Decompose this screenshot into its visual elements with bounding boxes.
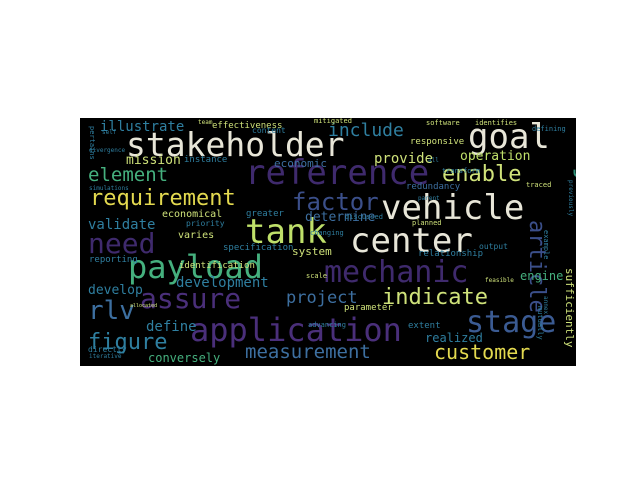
cloud-word: customer	[434, 340, 531, 364]
cloud-word: scale	[306, 272, 328, 280]
cloud-word: pertains	[88, 126, 96, 160]
cloud-word: software	[426, 119, 460, 127]
cloud-word: economic	[274, 157, 327, 170]
cloud-word: vehicle	[381, 188, 525, 228]
cloud-word: factor	[292, 188, 379, 216]
cloud-word: example	[542, 230, 550, 260]
cloud-word: feasible	[485, 277, 514, 284]
cloud-word: project	[286, 288, 358, 308]
cloud-word: directly	[88, 345, 127, 354]
cloud-word: payload	[128, 248, 263, 286]
cloud-word: annex	[542, 296, 549, 315]
cloud-word: effectiveness	[212, 121, 283, 131]
cloud-word: sufficiently	[563, 268, 576, 348]
cloud-word: system	[292, 245, 332, 258]
cloud-word: planned	[412, 219, 442, 227]
cloud-word: priority	[186, 219, 225, 228]
cloud-word: element	[88, 164, 169, 186]
cloud-word: output	[479, 242, 508, 251]
cloud-word: specification	[223, 243, 294, 253]
cloud-word: objective	[572, 136, 576, 277]
cloud-word: divergence	[89, 147, 126, 154]
cloud-word: identification	[179, 261, 255, 271]
cloud-word: stakeholder	[126, 125, 345, 164]
cloud-word: include	[328, 120, 404, 141]
cloud-word: parent	[418, 195, 440, 202]
cloud-word: define	[146, 319, 197, 335]
cloud-word: identifies	[475, 119, 518, 127]
cloud-word: tank	[245, 212, 327, 252]
cloud-word: parameter	[344, 303, 393, 313]
cloud-word: requirement	[90, 186, 236, 211]
cloud-word: transform	[442, 167, 480, 175]
cloud-word: need	[88, 227, 156, 260]
word-cloud: stakeholder goal reference objective vehicle…	[80, 118, 576, 366]
cloud-word: greater	[246, 209, 284, 219]
cloud-word: enable	[442, 162, 522, 187]
cloud-word: team	[198, 119, 213, 126]
cloud-word: previously	[567, 180, 574, 217]
cloud-word: all	[428, 157, 439, 164]
cloud-word: mitigated	[314, 118, 352, 125]
cloud-word: iterative	[89, 353, 122, 360]
cloud-word: indicate	[382, 285, 488, 310]
cloud-word: development	[176, 275, 269, 291]
cloud-word: center	[350, 221, 473, 261]
cloud-word: discussed	[345, 213, 383, 221]
cloud-word: assure	[140, 282, 242, 315]
cloud-word: varies	[178, 230, 215, 241]
cloud-word: application	[190, 311, 402, 349]
cloud-word: engine	[520, 269, 564, 283]
cloud-word: economical	[162, 209, 223, 220]
cloud-word: provide	[374, 151, 434, 167]
cloud-word: mechanic	[324, 255, 469, 290]
cloud-word: advancing	[308, 321, 346, 329]
cloud-word: reporting	[89, 255, 138, 265]
cloud-word: traced	[526, 181, 552, 189]
cloud-word: realized	[425, 331, 483, 345]
cloud-word: validate	[88, 217, 156, 233]
cloud-word: measurement	[245, 341, 371, 363]
cloud-word: simulations	[89, 185, 129, 192]
cloud-word: redundancy	[406, 182, 461, 192]
cloud-word: determine	[305, 210, 376, 225]
cloud-word: develop	[88, 283, 143, 298]
cloud-word: allocated	[130, 303, 158, 309]
cloud-word: conversely	[148, 351, 221, 365]
cloud-word: content	[252, 126, 286, 135]
cloud-word: defining	[532, 125, 566, 133]
cloud-word: mission	[126, 153, 181, 168]
cloud-word: illustrate	[100, 119, 185, 135]
cloud-word: instance	[184, 155, 228, 165]
cloud-word: changing	[310, 229, 344, 237]
cloud-word: stage	[466, 305, 557, 340]
cloud-word: operation	[460, 149, 531, 164]
cloud-word: extent	[408, 321, 441, 331]
cloud-word: rlv	[88, 296, 135, 326]
cloud-word: relationship	[418, 249, 484, 259]
cloud-word: goal	[468, 118, 550, 157]
cloud-word: reference	[245, 153, 430, 193]
cloud-word: responsive	[410, 137, 465, 147]
cloud-word: figure	[88, 330, 168, 355]
cloud-word: self	[102, 129, 117, 136]
